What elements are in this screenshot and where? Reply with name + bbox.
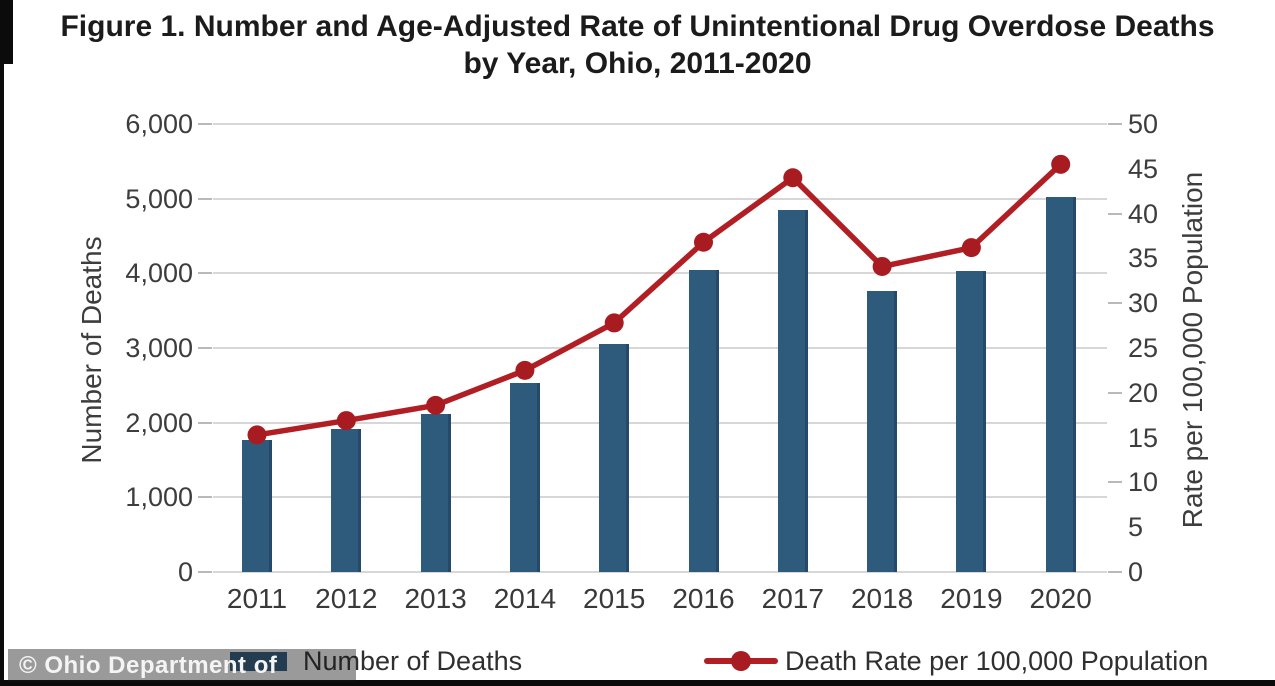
left-axis-tick [198,421,212,424]
bar-2012 [331,429,362,572]
right-axis-tick [1108,571,1122,573]
right-axis-tick [1108,302,1122,305]
bar-2015 [599,344,630,572]
left-axis-tick-label: 6,000 [125,109,193,139]
x-axis-label-2020: 2020 [1029,583,1092,614]
left-axis-tick [198,123,212,125]
x-axis-label-2018: 2018 [850,583,914,614]
x-axis-label-2013: 2013 [404,583,467,614]
left-axis-tick-label: 0 [177,557,193,587]
legend-dot-marker [731,651,751,671]
right-axis-tick [1108,391,1122,394]
gridline [213,123,1107,125]
left-border-artifact [0,0,4,686]
bar-2016 [688,269,719,572]
right-axis-tick-label: 35 [1128,243,1159,274]
x-axis-label-2019: 2019 [940,583,1003,614]
x-axis-label-2014: 2014 [493,583,557,614]
left-axis-tick [198,571,212,573]
right-axis-tick-label: 15 [1128,422,1159,453]
left-axis-tick-label: 4,000 [125,258,193,289]
bar-2017 [777,209,808,572]
right-axis-tick-label: 0 [1128,557,1144,587]
x-axis-label-2012: 2012 [315,583,378,614]
chart-title: Figure 1. Number and Age-Adjusted Rate o… [0,8,1275,82]
right-axis-tick-label: 5 [1128,512,1144,543]
legend-swatch-deaths [230,652,287,671]
watermark-ohio-department-of-health: © Ohio Department of Health [8,649,356,686]
chart-title-line1: Figure 1. Number and Age-Adjusted Rate o… [60,10,1215,43]
top-left-artifact [0,0,13,64]
x-axis-label-2015: 2015 [583,583,646,614]
left-axis-tick-label: 3,000 [125,333,193,363]
right-axis-tick-label: 50 [1128,109,1159,139]
left-axis-tick [198,197,212,200]
x-axis-label-2016: 2016 [672,583,735,614]
right-axis-tick [1108,481,1122,484]
left-axis-tick-label: 1,000 [125,482,193,513]
x-axis-label-2017: 2017 [761,583,824,614]
legend-label-deaths: Number of Deaths [303,646,523,676]
gridline [213,197,1107,200]
bar-2014 [509,383,540,572]
bar-2013 [420,414,451,572]
bar-2018 [867,290,898,572]
right-axis-tick-label: 10 [1128,467,1159,498]
bar-2011 [242,439,272,572]
right-axis-tick-label: 45 [1128,153,1159,184]
left-axis-tick [198,496,212,499]
right-axis-tick-label: 40 [1128,198,1159,229]
bottom-border-artifact [0,680,1275,686]
chart-title-line2: by Year, Ohio, 2011-2020 [463,47,812,80]
right-axis-tick-label: 25 [1128,333,1159,363]
left-axis-tick-label: 2,000 [125,407,193,438]
legend-label-rate: Death Rate per 100,000 Population [785,646,1209,676]
right-axis-tick-label: 30 [1128,288,1159,319]
right-axis-tick-label: 20 [1128,377,1159,408]
left-axis-tick [198,272,212,275]
right-axis-tick [1108,123,1122,125]
bar-2019 [956,271,987,572]
right-axis-tick [1108,212,1122,215]
gridline [213,496,1107,499]
left-axis-tick-label: 5,000 [125,183,193,214]
bar-2020 [1045,197,1076,572]
left-axis-tick [198,347,212,349]
gridline [213,571,1107,573]
x-axis-label-2011: 2011 [226,583,288,614]
